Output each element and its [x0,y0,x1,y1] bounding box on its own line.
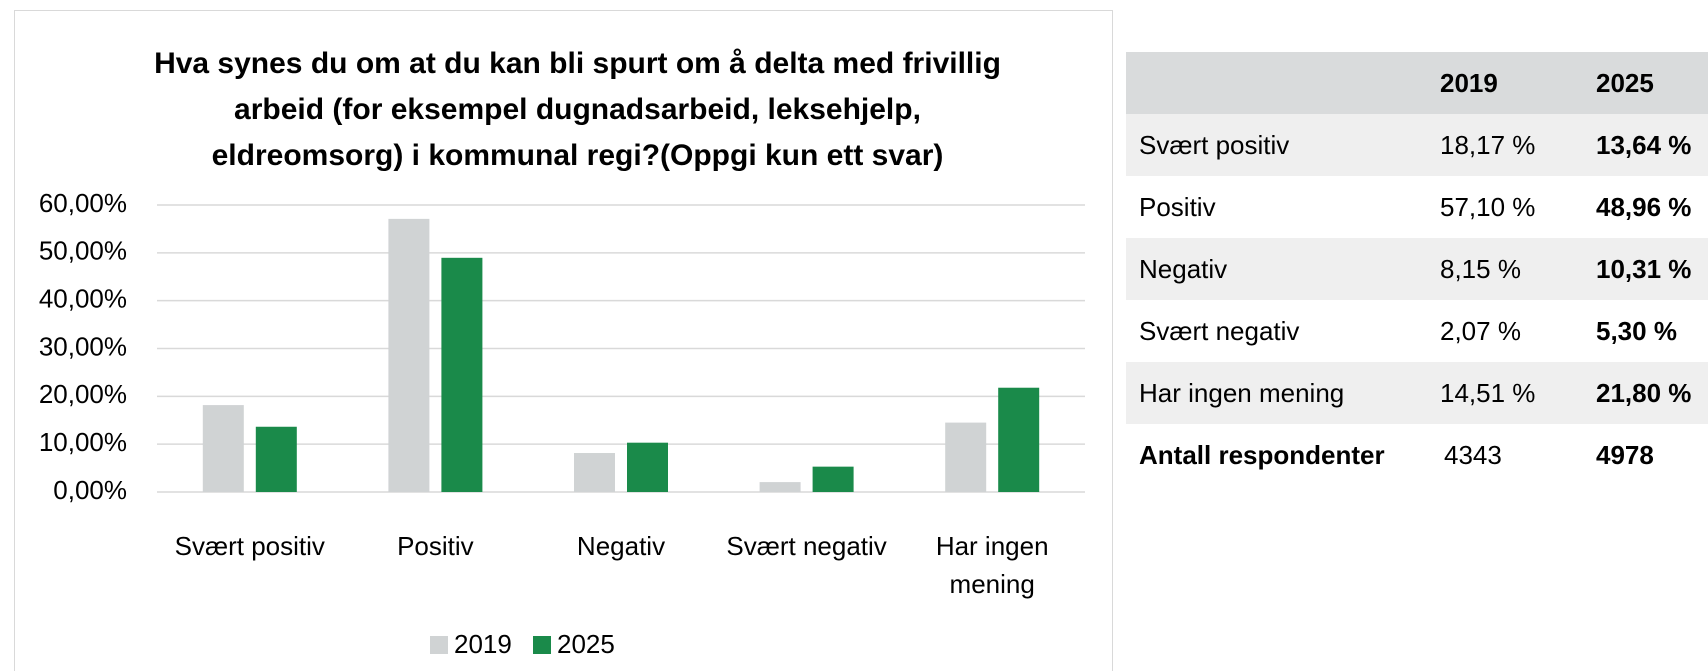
table-cell: 10,31 % [1596,238,1708,300]
header-cell: 2025 [1596,52,1708,114]
table-cell: 4978 [1596,439,1654,470]
table-header: 2019 2025 [1126,52,1708,114]
plot: 0,00% 10,00% 20,00% 30,00% 40,00% 50,00% 60,00… [39,188,1085,505]
bar [627,442,668,492]
bar [998,387,1040,492]
bar [441,257,483,492]
table-row: Har ingen mening 14,51 % 21,80 % [1126,362,1708,424]
table-cell: 13,64 % [1596,114,1708,176]
table-cell: 8,15 % [1440,238,1596,300]
y-tick-label: 10,00% [39,427,127,457]
table-cell: Svært positiv [1126,114,1440,176]
legend-label: 2019 [454,629,512,659]
table-cell: 48,96 % [1596,191,1692,222]
table-cell: 18,17 % [1440,114,1596,176]
x-tick-label: Svært positiv [174,531,325,561]
bar [574,453,615,492]
bar [945,422,987,492]
table-cell: Positiv [1139,191,1216,222]
chart-title: Hva synes du om at du kan bli spurt om å… [154,47,1001,172]
header-cell [1126,52,1440,114]
bar [388,218,430,492]
y-tick-label: 50,00% [39,236,127,266]
table-row: Positiv 57,10 % 48,96 % [1126,176,1708,238]
x-tick-label: Har ingen mening [935,531,1049,599]
table-cell: 14,51 % [1440,362,1596,424]
bar [255,426,297,492]
table-cell: 5,30 % [1596,315,1677,346]
x-tick-label: Negativ [576,531,666,561]
legend-swatch [430,635,448,654]
data-table: 2019 2025 Svært positiv 18,17 % 13,64 % Posi… [1126,52,1708,486]
legend-item: 2019 [430,629,512,660]
table-cell: Antall respondenter [1139,439,1385,470]
y-tick-label: 30,00% [39,331,127,361]
table-row: Svært positiv 18,17 % 13,64 % [1126,114,1708,176]
table-row: Antall respondenter 4343 4978 [1126,424,1708,486]
legend-item: 2025 [533,629,615,660]
legend-label: 2025 [557,629,615,659]
table-cell: 57,10 % [1440,191,1536,222]
table-cell: Har ingen mening [1126,362,1440,424]
x-tick-label: Positiv [397,531,474,561]
legend-swatch [533,635,551,654]
table-row: Svært negativ 2,07 % 5,30 % [1126,300,1708,362]
table-cell: Svært negativ [1139,315,1300,346]
x-tick-label: Svært negativ [726,531,887,561]
table-cell: 21,80 % [1596,362,1708,424]
chart: Hva synes du om at du kan bli spurt om å… [14,10,1113,671]
y-tick-label: 20,00% [39,379,127,409]
header-cell: 2019 [1440,52,1596,114]
bar [202,405,244,492]
table-row: Negativ 8,15 % 10,31 % [1126,238,1708,300]
bar [812,466,854,492]
y-tick-label: 60,00% [39,188,127,218]
y-tick-label: 40,00% [39,284,127,314]
y-tick-label: 0,00% [53,475,127,505]
table-cell: 2,07 % [1440,315,1521,346]
bar [759,482,801,492]
table-cell: Negativ [1126,238,1440,300]
table-cell: 4343 [1444,439,1502,470]
